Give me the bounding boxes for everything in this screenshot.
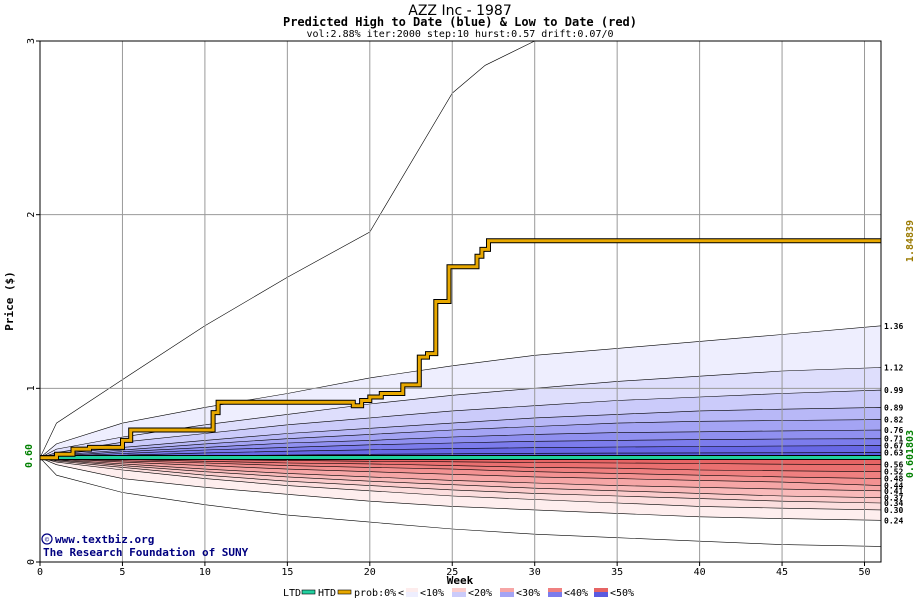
high-band-label-7: 0.67 — [884, 442, 903, 451]
plot-area — [40, 41, 881, 562]
low-band-label-1: 0.52 — [884, 468, 903, 477]
legend-swatch-10b — [406, 588, 418, 592]
x-tick-label-15: 15 — [281, 567, 293, 578]
legend-swatch-10a — [406, 588, 418, 597]
high-band-label-8: 0.63 — [884, 449, 903, 458]
high-band-label-0: 1.36 — [884, 322, 903, 331]
chart-params: vol:2.88% iter:2000 step:10 hurst:0.57 d… — [306, 29, 613, 40]
x-tick-label-25: 25 — [446, 567, 458, 578]
legend-b20-label: <20% — [468, 588, 492, 599]
band-value-labels: 1.36 1.12 0.99 0.89 0.820.760.710.670.63 0.56… — [884, 322, 903, 526]
legend-b50-label: <50% — [610, 588, 634, 599]
high-band-label-2: 0.99 — [884, 386, 903, 395]
y-tick-label-1: 1 — [26, 385, 37, 391]
legend-swatch-40b — [548, 588, 562, 592]
copyright-glyph: © — [45, 536, 50, 544]
start-price-label: 0.60 — [24, 444, 35, 468]
legend-swatch-30b — [500, 588, 514, 592]
chart-subtitle: Predicted High to Date (blue) & Low to D… — [283, 15, 637, 29]
x-tick-label-0: 0 — [37, 567, 43, 578]
x-tick-label-30: 30 — [529, 567, 541, 578]
legend-b10-label: <10% — [420, 588, 444, 599]
y-tick-label-0: 0 — [26, 559, 37, 565]
series-lines — [40, 238, 881, 461]
legend-htd-swatch — [337, 589, 352, 595]
htd-final-label: 1.84839 — [905, 220, 916, 262]
ltd-final-label: 0.601803 — [905, 430, 916, 478]
y-axis-ticks: 0 1 2 3 — [26, 38, 40, 565]
x-axis-label: Week — [447, 574, 474, 587]
low-band-label-8: 0.24 — [884, 516, 903, 525]
x-tick-label-40: 40 — [694, 567, 706, 578]
y-axis-label: Price ($) — [3, 271, 16, 331]
legend-swatch-50 — [594, 588, 608, 597]
x-tick-label-45: 45 — [776, 567, 788, 578]
x-tick-label-50: 50 — [858, 567, 870, 578]
high-band-label-4: 0.82 — [884, 416, 903, 425]
low-band-label-7: 0.30 — [884, 506, 903, 515]
legend-b40-label: <40% — [564, 588, 588, 599]
high-band-label-3: 0.89 — [884, 403, 903, 412]
legend-htd-label: HTD — [318, 588, 336, 599]
legend-swatch-40 — [548, 588, 562, 597]
probability-bands — [40, 41, 881, 562]
copyright-icon — [41, 533, 53, 545]
x-tick-label-10: 10 — [199, 567, 211, 578]
legend-ltd-swatch — [301, 589, 316, 595]
legend-open-arrow: < — [398, 588, 404, 599]
low-band-label-6: 0.34 — [884, 499, 903, 508]
legend-swatch-20 — [452, 588, 466, 597]
chart-title: AZZ Inc - 1987 — [408, 3, 512, 19]
legend-ltd-label: LTD — [283, 588, 301, 599]
credits-site: www.textbiz.org — [55, 533, 154, 546]
x-axis-ticks: 0 5 10 15 20 25 30 35 40 45 50 — [37, 562, 871, 578]
grid-lines — [40, 41, 881, 562]
legend-swatch-50b — [594, 588, 608, 592]
legend-swatch-20b — [452, 588, 466, 592]
legend-swatch-30 — [500, 588, 514, 597]
plot-frame — [39, 40, 882, 563]
credits: © www.textbiz.org The Research Foundatio… — [41, 533, 249, 559]
legend-prob-label: prob:0% — [354, 588, 396, 599]
y-tick-label-2: 2 — [26, 212, 37, 218]
htd-line — [40, 239, 881, 460]
x-tick-label-20: 20 — [364, 567, 376, 578]
x-tick-label-35: 35 — [611, 567, 623, 578]
low-band-label-3: 0.44 — [884, 482, 903, 491]
legend-b30-label: <30% — [516, 588, 540, 599]
low-band-label-2: 0.48 — [884, 475, 903, 484]
high-band-label-1: 1.12 — [884, 364, 903, 373]
legend: LTD HTD prob:0% < <10% <20% <30% <40% <5… — [283, 588, 634, 599]
credits-org: The Research Foundation of SUNY — [43, 546, 249, 559]
low-band-label-0: 0.56 — [884, 461, 903, 470]
high-band-label-5: 0.76 — [884, 426, 903, 435]
high-band-label-6: 0.71 — [884, 435, 903, 444]
low-band-label-4: 0.41 — [884, 487, 903, 496]
low-band-label-5: 0.37 — [884, 494, 903, 503]
x-tick-label-5: 5 — [119, 567, 125, 578]
y-tick-label-3: 3 — [26, 38, 37, 44]
